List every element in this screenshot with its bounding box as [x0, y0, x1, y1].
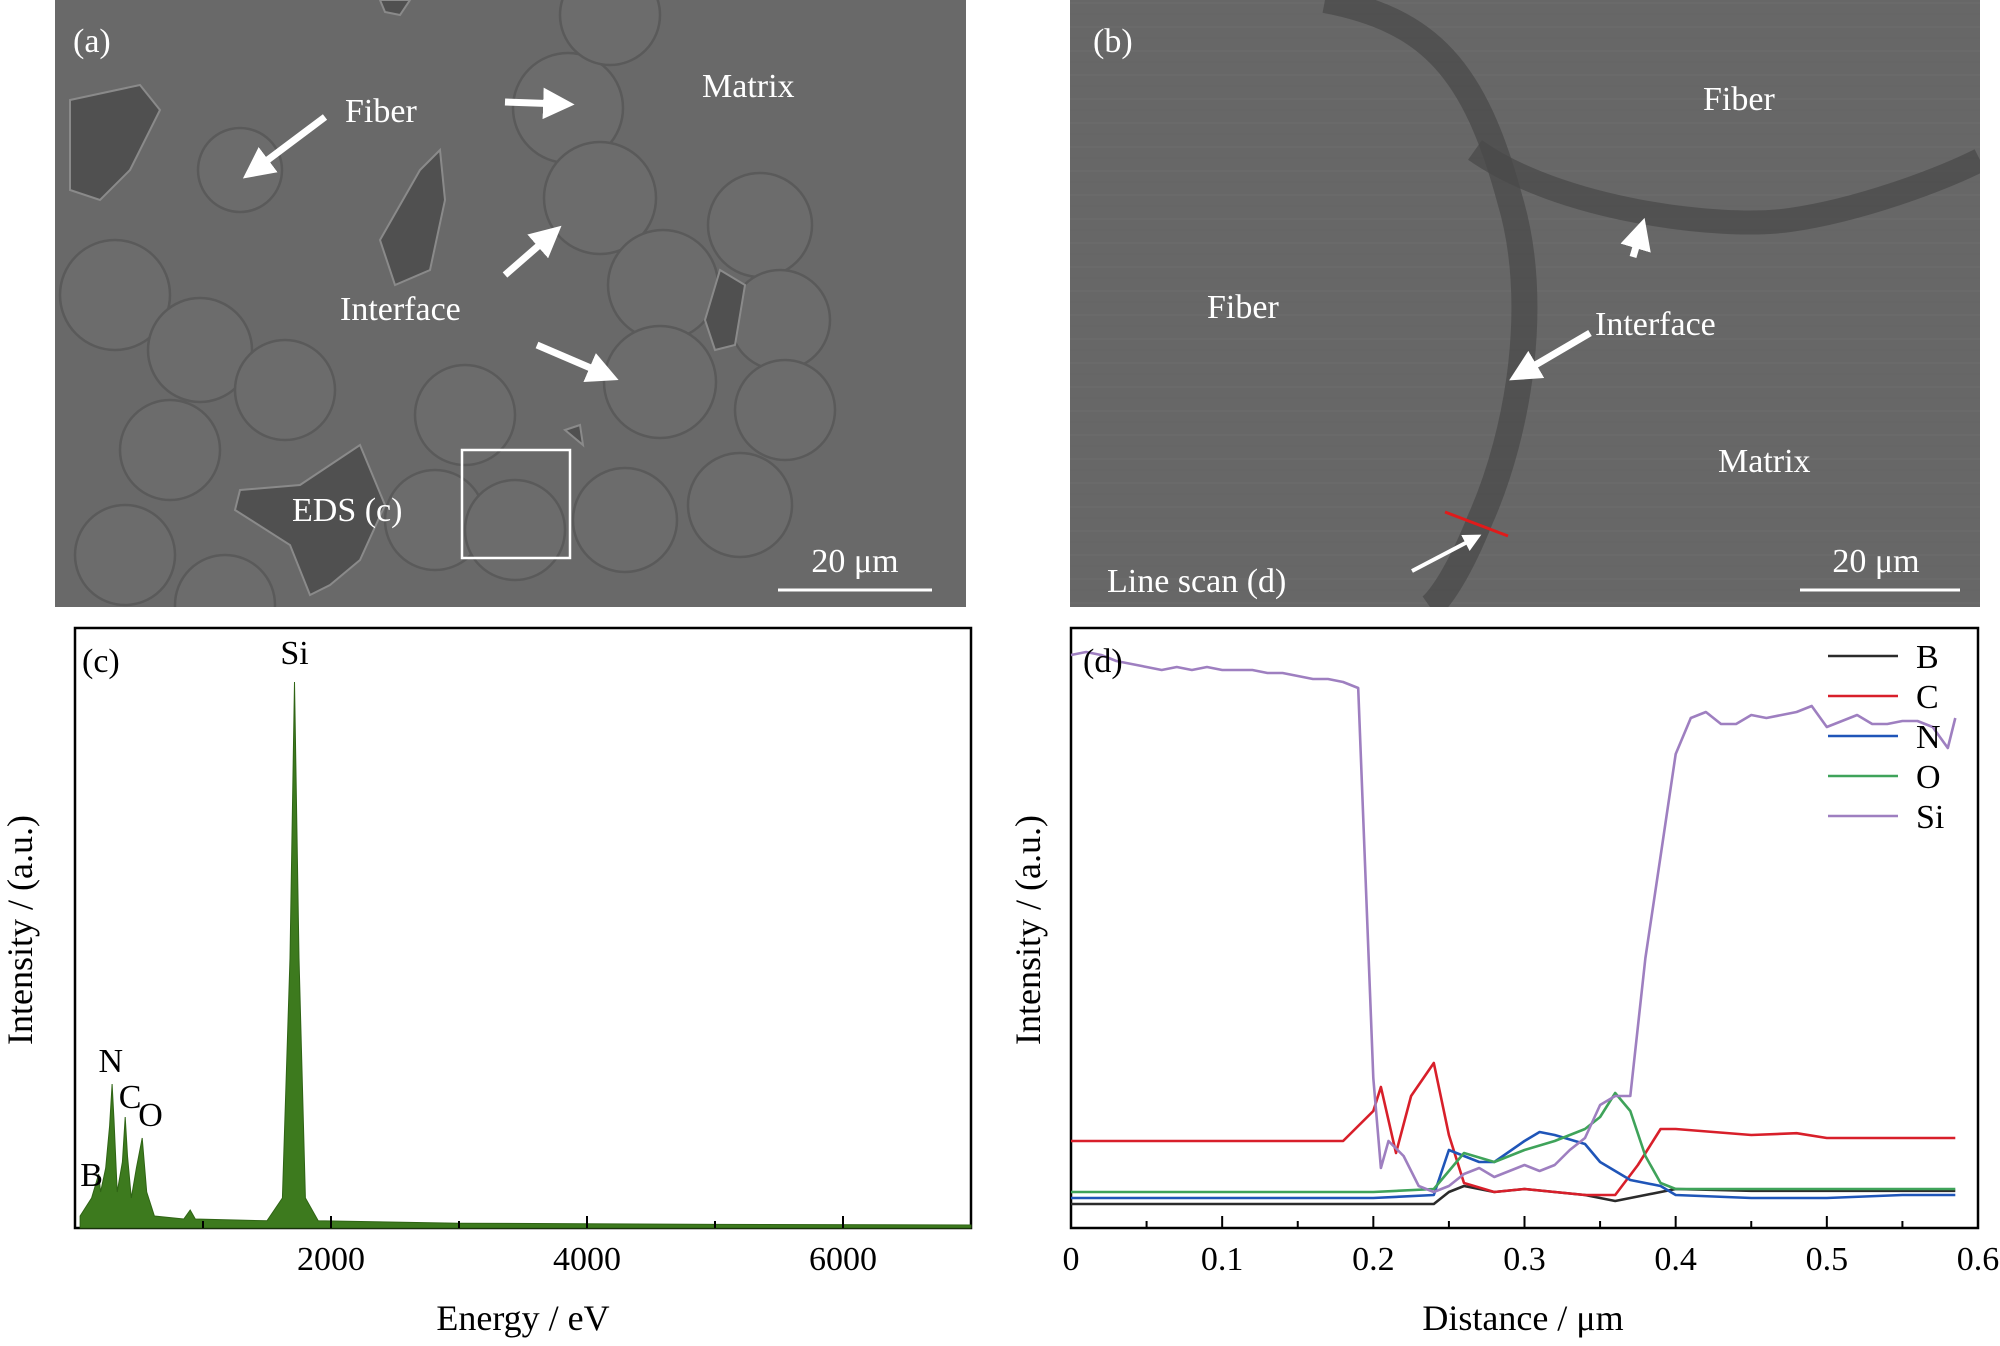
- panel-d-tick-label: 0.5: [1806, 1241, 1849, 1278]
- series-line-c: [1071, 1061, 1956, 1197]
- line-scan-arrow: [1411, 534, 1482, 573]
- legend-label-n: N: [1916, 719, 1941, 756]
- panel-b-arrows: [1411, 217, 1651, 573]
- line-scan-marker: [1444, 510, 1509, 538]
- panel-b-fiber-left-label: Fiber: [1207, 289, 1279, 326]
- panel-a-arrows: [242, 87, 619, 383]
- panel-c-tick-label: 2000: [297, 1241, 365, 1278]
- legend-label-si: Si: [1916, 799, 1944, 836]
- peak-label-n: N: [99, 1043, 124, 1080]
- panel-b-sem-image: (b) Fiber Fiber Interface Matrix Line sc…: [1070, 0, 1980, 607]
- peak-label-o: O: [138, 1097, 163, 1134]
- panel-d-tick-label: 0.2: [1352, 1241, 1395, 1278]
- panel-a-scale-label: 20 μm: [811, 543, 898, 580]
- panel-c-tag: (c): [82, 643, 120, 680]
- panel-d-series-lines: [1070, 650, 1957, 1206]
- panel-b-tag: (b): [1093, 23, 1133, 60]
- peak-label-c: C: [119, 1079, 142, 1116]
- peak-label-b: B: [80, 1157, 103, 1194]
- panel-d-tick-label: 0.4: [1654, 1241, 1697, 1278]
- series-line-si: [1070, 650, 1957, 1194]
- panel-c-plot-frame: [73, 626, 973, 1230]
- panel-d-x-axis-label: Distance / μm: [1422, 1298, 1623, 1338]
- panel-b-scale-label: 20 μm: [1832, 543, 1919, 580]
- panel-c-x-ticks: 2000 4000 6000: [202, 1216, 877, 1278]
- panel-c-y-axis-label: Intensity / (a.u.): [0, 815, 40, 1045]
- series-line-o: [1071, 1091, 1956, 1194]
- panel-d-tick-label: 0.3: [1503, 1241, 1546, 1278]
- panel-d-x-ticks: 0 0.1 0.2 0.3 0.4 0.5 0.6: [1063, 1216, 2000, 1278]
- panel-b-fiber-top-label: Fiber: [1703, 81, 1775, 118]
- panel-b-matrix-label: Matrix: [1718, 443, 1811, 480]
- eds-spectrum-area: [79, 681, 972, 1229]
- panel-d-tick-label: 0.6: [1957, 1241, 2000, 1278]
- panel-b-interface-label: Interface: [1595, 306, 1716, 343]
- interface-arrow-left: [1509, 329, 1592, 381]
- panel-d-y-axis-label: Intensity / (a.u.): [1008, 815, 1048, 1045]
- eds-area-box: [460, 448, 572, 560]
- interface-arrow-up: [1620, 217, 1651, 258]
- panel-b-line-scan-label: Line scan (d): [1107, 563, 1286, 600]
- panel-d-tick-label: 0: [1063, 1241, 1080, 1278]
- legend-label-c: C: [1916, 679, 1939, 716]
- panel-a-pores: [69, 0, 747, 597]
- interface-arrow-2: [535, 341, 619, 383]
- panel-c-tick-label: 6000: [809, 1241, 877, 1278]
- panel-a-eds-label: EDS (c): [292, 492, 402, 529]
- panel-b-interface-band-vertical: [1322, 0, 1538, 607]
- panel-a-matrix-label: Matrix: [702, 68, 795, 105]
- series-line-n: [1071, 1130, 1956, 1200]
- panel-a-interface-label: Interface: [340, 291, 461, 328]
- fiber-arrow-1: [242, 114, 328, 179]
- panel-c-x-axis-label: Energy / eV: [436, 1298, 609, 1338]
- legend-label-b: B: [1916, 639, 1939, 676]
- panel-d-tag: (d): [1083, 643, 1123, 680]
- peak-label-si: Si: [280, 635, 308, 672]
- interface-arrow-1: [502, 225, 562, 278]
- panel-a-fiber-label: Fiber: [345, 93, 417, 130]
- fiber-arrow-2: [504, 87, 575, 120]
- legend-label-o: O: [1916, 759, 1941, 796]
- panel-d-tick-label: 0.1: [1201, 1241, 1244, 1278]
- panel-b-interface-band-curve: [1468, 140, 1980, 235]
- panel-a-sem-image: (a) Fiber Matrix Interface EDS (c) 20 μm: [55, 0, 966, 607]
- panel-c-tick-label: 4000: [553, 1241, 621, 1278]
- panel-a-tag: (a): [73, 23, 111, 60]
